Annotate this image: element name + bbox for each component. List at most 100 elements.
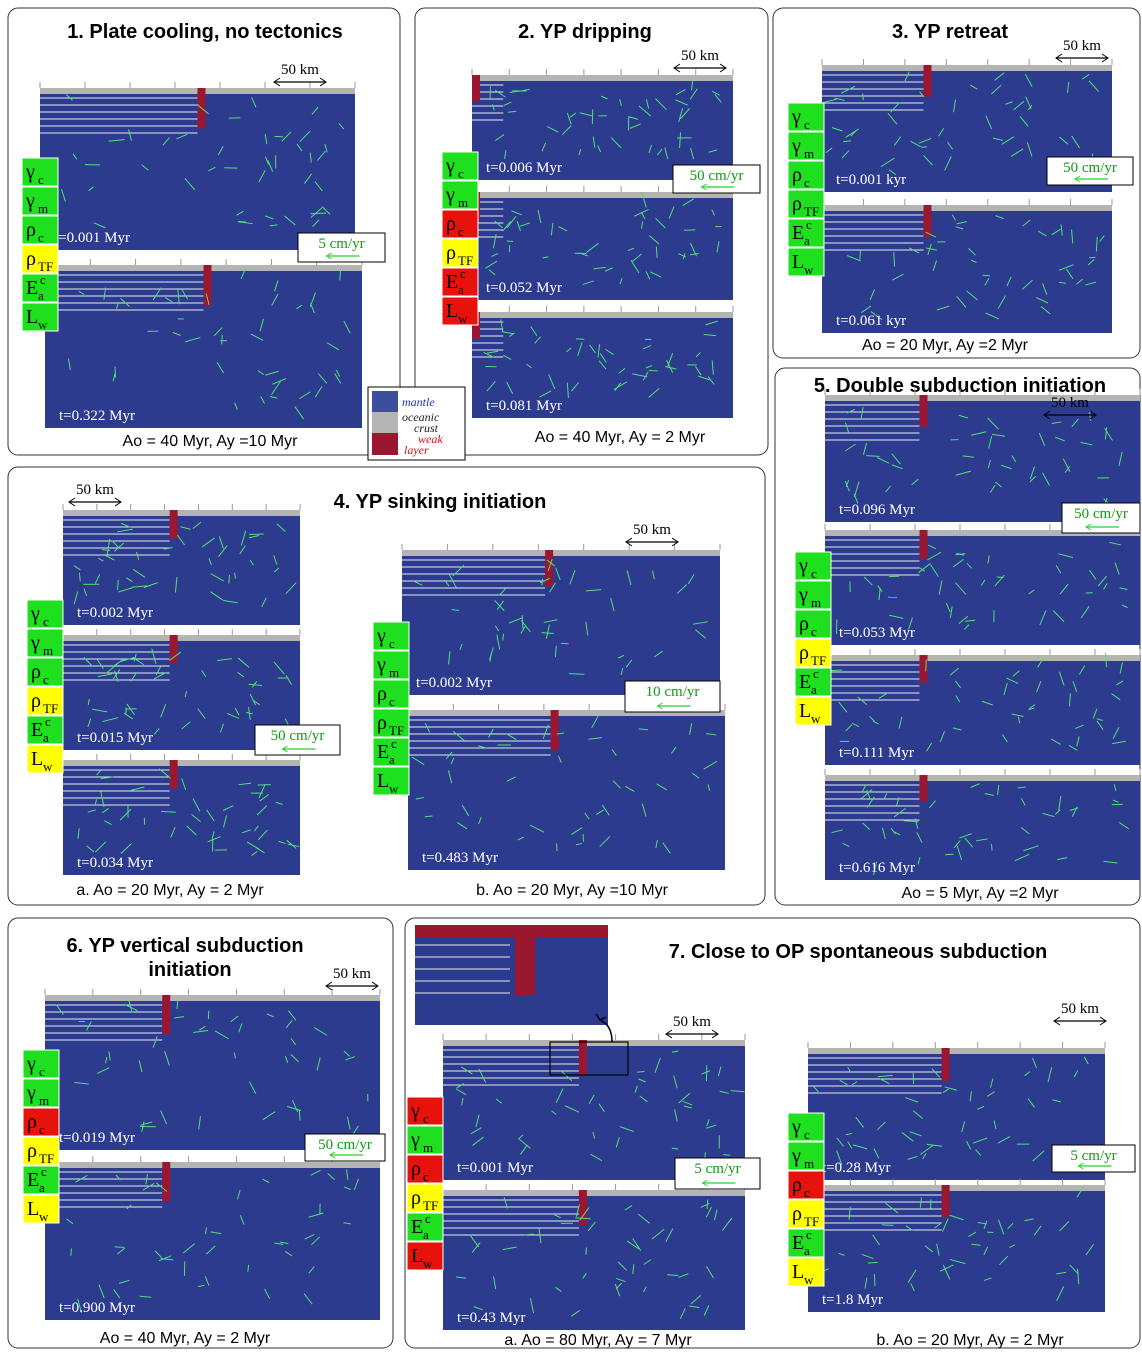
velocity-arrow bbox=[141, 164, 149, 171]
velocity-arrow bbox=[520, 625, 527, 634]
param-cell bbox=[794, 580, 832, 610]
velocity-arrow bbox=[640, 211, 646, 220]
velocity-arrow bbox=[88, 186, 94, 192]
velocity-arrow bbox=[1035, 297, 1049, 304]
velocity-arrow bbox=[866, 796, 875, 808]
param-sub: c bbox=[43, 672, 49, 687]
velocity-arrow bbox=[180, 526, 191, 530]
velocity-arrow bbox=[678, 1273, 689, 1278]
velocity-arrow bbox=[953, 99, 956, 113]
velocity-arrow bbox=[542, 724, 549, 739]
velocity-arrow bbox=[87, 809, 97, 813]
velocity-arrow bbox=[1119, 662, 1123, 674]
param-sub: m bbox=[804, 146, 814, 161]
velocity-arrow bbox=[181, 778, 187, 791]
velocity-arrow bbox=[955, 680, 962, 689]
param-cell bbox=[22, 1049, 60, 1079]
velocity-arrow bbox=[993, 1120, 997, 1130]
velocity-arrow bbox=[1112, 740, 1126, 745]
velocity-arrow bbox=[153, 728, 160, 735]
velocity-arrow bbox=[317, 150, 326, 161]
velocity-arrow bbox=[529, 824, 545, 833]
velocity-arrow bbox=[698, 375, 710, 381]
velocity-arrow bbox=[992, 137, 1003, 141]
velocity-arrow bbox=[628, 116, 638, 120]
velocity-arrow bbox=[598, 360, 607, 370]
velocity-arrow bbox=[217, 146, 224, 156]
param-cell bbox=[26, 715, 64, 745]
param-symbol: γ bbox=[791, 106, 801, 128]
velocity-arrow bbox=[234, 402, 238, 410]
velocity-arrow bbox=[1052, 610, 1065, 623]
velocity-arrow bbox=[108, 1051, 111, 1061]
velocity-arrow bbox=[703, 1305, 710, 1316]
velocity-arrow bbox=[249, 559, 254, 566]
velocity-arrow bbox=[197, 1284, 205, 1288]
param-sub: c bbox=[804, 117, 810, 132]
param-sub: a bbox=[39, 1180, 45, 1195]
velocity-arrow bbox=[97, 673, 112, 678]
velocity-arrow bbox=[566, 347, 572, 353]
velocity-arrow bbox=[650, 271, 662, 278]
panel-footer: b. Ao = 20 Myr, Ay =10 Myr bbox=[476, 882, 668, 899]
velocity-arrow bbox=[117, 528, 133, 533]
snapshot-mantle bbox=[808, 1185, 1105, 1312]
param-symbol: ρ bbox=[27, 1111, 37, 1133]
velocity-arrow bbox=[326, 342, 339, 351]
velocity-arrow bbox=[1024, 73, 1033, 87]
param-sub: m bbox=[811, 595, 821, 610]
velocity-arrow bbox=[891, 464, 903, 470]
panel-frame bbox=[414, 7, 769, 456]
velocity-arrow bbox=[1032, 1150, 1045, 1162]
param-sub: w bbox=[389, 781, 399, 796]
velocity-arrow bbox=[507, 110, 517, 113]
velocity-arrow bbox=[925, 247, 937, 251]
param-symbol: ρ bbox=[792, 164, 802, 186]
velocity-arrow bbox=[545, 624, 550, 639]
velocity-arrow bbox=[919, 1197, 922, 1208]
velocity-arrow bbox=[1121, 604, 1128, 609]
velocity-arrow bbox=[1095, 236, 1098, 252]
time-label: t=0.28 Myr bbox=[822, 1160, 890, 1176]
velocity-arrow bbox=[626, 570, 632, 586]
velocity-arrow bbox=[287, 1010, 297, 1021]
param-cell bbox=[441, 238, 479, 268]
velocity-arrow bbox=[904, 71, 910, 82]
velocity-arrow bbox=[152, 287, 162, 301]
velocity-label: 10 cm/yr bbox=[646, 684, 700, 700]
velocity-arrow bbox=[629, 123, 641, 129]
velocity-arrow bbox=[353, 1178, 359, 1190]
legend-weak: weak bbox=[418, 432, 443, 446]
velocity-arrow bbox=[78, 290, 85, 295]
velocity-arrow bbox=[249, 693, 256, 706]
velocity-arrow bbox=[936, 1243, 940, 1256]
velocity-arrow bbox=[132, 569, 146, 578]
velocity-arrow bbox=[274, 135, 284, 138]
velocity-arrow bbox=[1113, 784, 1117, 791]
velocity-arrow bbox=[223, 815, 228, 828]
velocity-arrow bbox=[1037, 657, 1044, 668]
param-cell bbox=[441, 180, 479, 210]
velocity-label: 50 cm/yr bbox=[1074, 506, 1128, 522]
velocity-arrow bbox=[201, 537, 215, 548]
param-symbol: ρ bbox=[792, 1174, 802, 1196]
velocity-arrow bbox=[985, 312, 1000, 320]
velocity-arrow bbox=[472, 1136, 484, 1146]
param-sub: a bbox=[389, 752, 395, 767]
velocity-arrow bbox=[501, 331, 514, 335]
velocity-arrow bbox=[1058, 671, 1065, 686]
velocity-arrow bbox=[1096, 720, 1104, 731]
velocity-arrow bbox=[654, 1057, 661, 1074]
velocity-arrow bbox=[956, 296, 967, 308]
zoom-inset bbox=[415, 925, 608, 1025]
velocity-arrow bbox=[314, 1027, 328, 1036]
velocity-arrow bbox=[284, 1251, 293, 1257]
velocity-arrow bbox=[1109, 541, 1122, 546]
snapshot-mantle bbox=[443, 1190, 745, 1330]
velocity-arrow bbox=[878, 587, 881, 601]
velocity-arrow bbox=[256, 805, 268, 816]
velocity-arrow bbox=[632, 1238, 642, 1252]
velocity-arrow bbox=[1050, 738, 1061, 745]
scale-heads bbox=[273, 77, 327, 87]
velocity-arrow bbox=[176, 133, 188, 140]
